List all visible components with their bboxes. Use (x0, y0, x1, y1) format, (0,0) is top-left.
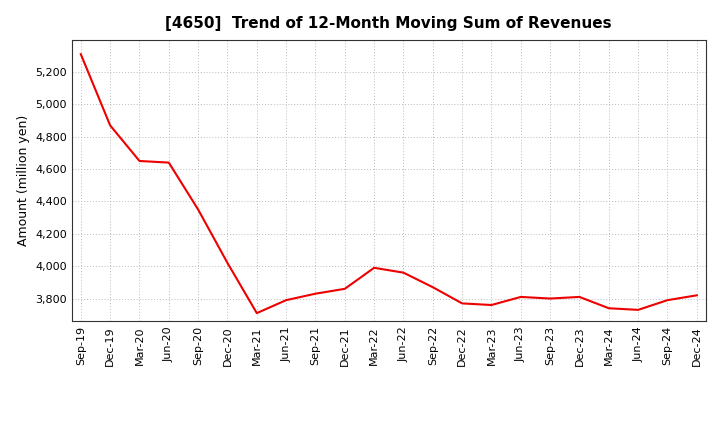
Y-axis label: Amount (million yen): Amount (million yen) (17, 115, 30, 246)
Title: [4650]  Trend of 12-Month Moving Sum of Revenues: [4650] Trend of 12-Month Moving Sum of R… (166, 16, 612, 32)
